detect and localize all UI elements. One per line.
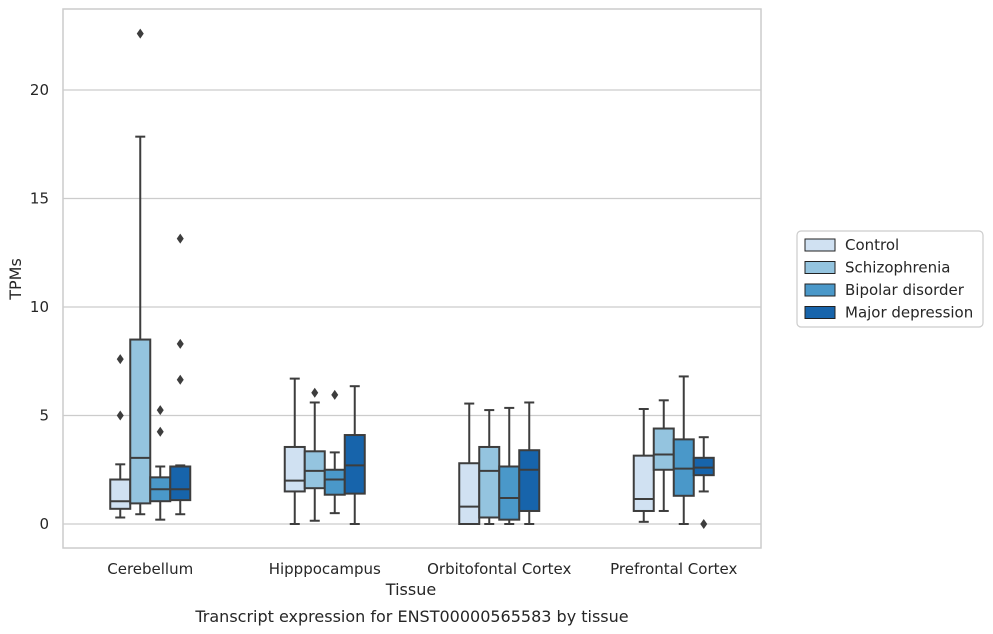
box: [343, 434, 366, 495]
x-tick-label: Cerebellum: [107, 560, 193, 578]
outlier-point: [156, 405, 164, 416]
box: [632, 454, 655, 512]
y-tick-labels: 0 5 10 15 20: [30, 81, 49, 533]
outlier-point: [176, 233, 184, 244]
box: [518, 449, 541, 512]
x-tick-labels: Cerebellum Hipppocampus Orbitofontal Corte…: [107, 560, 737, 578]
legend-swatch: [804, 306, 836, 319]
outlier-point: [700, 519, 708, 529]
outlier-point: [331, 389, 339, 400]
legend-swatch: [804, 238, 836, 252]
legend-label: Control: [845, 236, 899, 254]
box: [478, 445, 501, 519]
box: [323, 468, 346, 496]
box: [672, 438, 695, 497]
x-axis-label: Tissue: [385, 580, 436, 599]
legend-swatch: [804, 283, 836, 297]
legend-swatch: [804, 261, 836, 274]
box: [652, 427, 675, 471]
x-tick-label: Hipppocampus: [269, 560, 381, 578]
legend-label: Schizophrenia: [845, 259, 950, 277]
outlier-point: [156, 426, 164, 437]
legend: Control Schizophrenia Bipolar disorder Majo…: [796, 230, 984, 328]
chart-caption: Transcript expression for ENST0000056558…: [194, 607, 628, 626]
plot-frame: [62, 8, 762, 549]
box-group: [283, 377, 366, 525]
y-tick-label: 0: [39, 515, 49, 533]
box-group: [632, 375, 715, 529]
y-gridlines: [63, 89, 761, 525]
outlier-point: [116, 354, 124, 365]
outlier-point: [176, 338, 184, 349]
y-tick-label: 10: [30, 298, 49, 316]
box: [458, 462, 481, 525]
box: [303, 450, 326, 490]
legend-label: Major depression: [845, 304, 973, 322]
y-tick-label: 5: [39, 407, 49, 425]
box: [129, 338, 152, 505]
y-tick-label: 20: [30, 81, 49, 99]
y-tick-label: 15: [30, 190, 49, 208]
legend-label: Bipolar disorder: [845, 281, 965, 299]
box: [169, 465, 192, 502]
box: [109, 478, 132, 510]
box: [692, 456, 715, 477]
outlier-point: [136, 28, 144, 39]
box-group: [109, 28, 192, 521]
box: [498, 465, 521, 521]
box-group: [458, 401, 541, 525]
y-axis-label: TPMs: [6, 258, 25, 301]
legend-frame: [796, 230, 984, 328]
x-tick-label: Orbitofontal Cortex: [427, 560, 571, 578]
outlier-point: [116, 410, 124, 421]
x-tick-label: Prefrontal Cortex: [610, 560, 737, 578]
outlier-point: [176, 374, 184, 385]
outlier-point: [311, 387, 319, 398]
box-groups: [109, 28, 715, 529]
box: [283, 445, 306, 493]
